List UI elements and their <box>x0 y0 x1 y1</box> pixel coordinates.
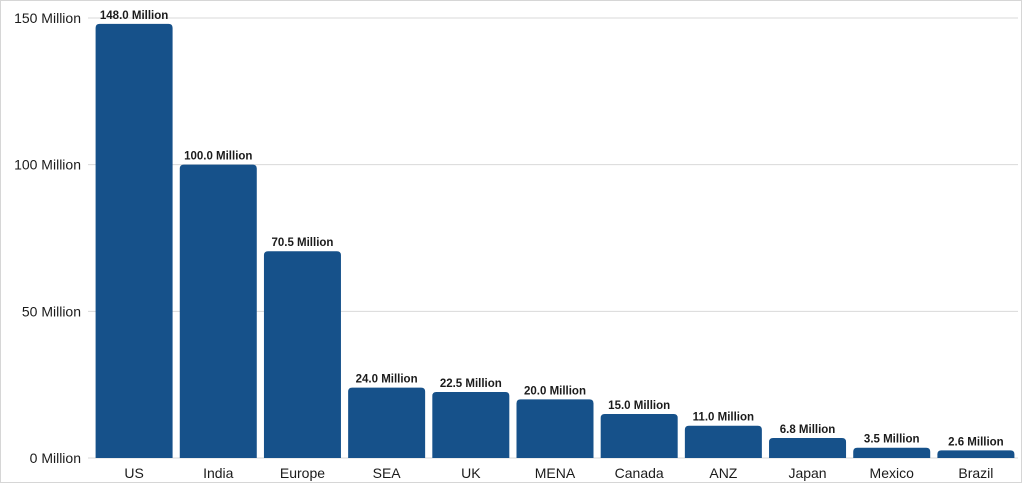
bar-japan <box>769 438 847 458</box>
data-label: 100.0 Million <box>184 151 252 163</box>
bars <box>95 23 1015 458</box>
x-tick-label: India <box>203 465 234 481</box>
bar-mexico <box>853 447 931 458</box>
bar-sea <box>348 387 426 458</box>
data-label: 2.6 Million <box>948 436 1004 448</box>
x-tick-label: UK <box>461 465 481 481</box>
y-tick-label: 50 Million <box>22 303 81 319</box>
data-label: 24.0 Million <box>356 374 418 386</box>
y-axis-ticks: 0 Million 50 Million 100 Million 150 Millio… <box>14 10 81 466</box>
bar-anz <box>684 425 762 458</box>
x-tick-label: US <box>124 465 143 481</box>
data-label: 20.0 Million <box>524 385 586 397</box>
data-label: 22.5 Million <box>440 378 502 390</box>
x-tick-label: Japan <box>788 465 826 481</box>
bar-us <box>95 23 173 458</box>
bar-europe <box>263 251 341 458</box>
bar-uk <box>432 392 510 458</box>
data-label: 11.0 Million <box>693 412 754 424</box>
data-label: 6.8 Million <box>780 424 836 436</box>
x-axis-ticks: US India Europe SEA UK MENA Canada ANZ Japan Mexi… <box>124 465 993 481</box>
x-tick-label: ANZ <box>709 465 737 481</box>
x-tick-label: MENA <box>535 465 576 481</box>
bar-india <box>179 164 257 458</box>
y-tick-label: 0 Million <box>30 450 81 466</box>
data-label: 3.5 Million <box>864 434 920 446</box>
data-label: 70.5 Million <box>271 237 333 249</box>
data-label: 148.0 Million <box>100 10 168 22</box>
x-tick-label: Brazil <box>958 465 993 481</box>
data-label: 15.0 Million <box>608 400 670 412</box>
x-tick-label: Europe <box>280 465 325 481</box>
bar-canada <box>600 414 678 458</box>
x-tick-label: SEA <box>373 465 402 481</box>
y-tick-label: 150 Million <box>14 10 81 26</box>
bar-brazil <box>937 450 1015 458</box>
bar-mena <box>516 399 594 458</box>
data-labels: 148.0 Million 100.0 Million 70.5 Million 24… <box>100 10 1004 449</box>
y-tick-label: 100 Million <box>14 157 81 173</box>
x-tick-label: Mexico <box>870 465 915 481</box>
x-tick-label: Canada <box>615 465 664 481</box>
